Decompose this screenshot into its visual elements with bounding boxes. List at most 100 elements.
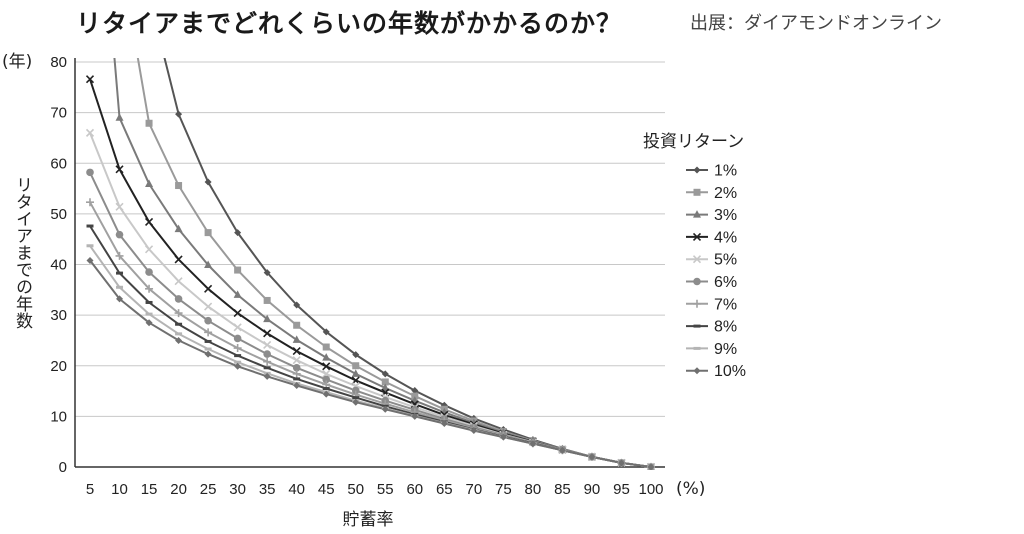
x-tick-label: 90 bbox=[584, 481, 601, 498]
data-point-10pct bbox=[588, 453, 596, 461]
series-line-8pct bbox=[89, 225, 652, 468]
data-point-5pct bbox=[115, 202, 124, 211]
x-tick-label: 45 bbox=[318, 481, 335, 498]
legend-marker-6pct bbox=[693, 277, 701, 286]
data-point-8pct bbox=[145, 300, 153, 304]
data-point-10pct bbox=[263, 372, 271, 380]
x-axis-ticks: 5 10 15 20 25 30 35 40 45 50 55 60 65 70 75 80 85 90 95 100 bbox=[86, 481, 664, 498]
x-tick-label: 60 bbox=[406, 481, 423, 498]
data-point-10pct bbox=[116, 295, 124, 303]
data-point-3pct bbox=[204, 260, 213, 269]
data-point-5pct bbox=[174, 277, 183, 286]
x-tick-label: 75 bbox=[495, 481, 512, 498]
legend-label-8pct: 8% bbox=[714, 319, 737, 336]
series-line-3pct bbox=[113, 58, 652, 468]
legend-label-4pct: 4% bbox=[714, 229, 737, 246]
data-point-8pct bbox=[293, 377, 301, 381]
data-point-8pct bbox=[263, 366, 271, 370]
x-tick-label: 80 bbox=[525, 481, 542, 498]
data-point-10pct bbox=[234, 362, 242, 370]
data-point-7pct bbox=[115, 251, 124, 260]
data-point-3pct bbox=[233, 290, 242, 298]
data-point-6pct bbox=[351, 386, 360, 395]
data-point-4pct bbox=[233, 309, 242, 318]
data-point-8pct bbox=[116, 271, 124, 275]
legend-label-1pct: 1% bbox=[714, 163, 737, 180]
x-tick-label: 25 bbox=[200, 481, 217, 498]
legend-label-2pct: 2% bbox=[714, 185, 737, 202]
legend-marker-8pct bbox=[693, 324, 701, 328]
data-point-4pct bbox=[263, 329, 272, 338]
data-point-9pct bbox=[234, 360, 242, 364]
x-tick-label: 100 bbox=[638, 481, 663, 498]
legend-marker-1pct bbox=[693, 166, 701, 174]
legend-label-3pct: 3% bbox=[714, 207, 737, 224]
data-point-6pct bbox=[263, 350, 271, 358]
data-point-6pct bbox=[322, 375, 331, 384]
data-point-4pct bbox=[292, 347, 301, 356]
series-line-4pct bbox=[89, 78, 652, 468]
data-point-5pct bbox=[322, 369, 331, 378]
data-point-8pct bbox=[352, 396, 360, 400]
series-line-9pct bbox=[89, 245, 652, 468]
data-point-7pct bbox=[292, 369, 301, 378]
data-point-1pct bbox=[234, 229, 242, 237]
data-point-1pct bbox=[411, 387, 419, 395]
y-axis-label: リタイアまでの年数 bbox=[12, 176, 33, 329]
data-point-1pct bbox=[352, 351, 360, 359]
data-point-2pct bbox=[145, 119, 153, 127]
source-credit: 出展：ダイアモンドオンライン bbox=[690, 13, 942, 34]
data-point-2pct bbox=[175, 182, 183, 190]
data-point-10pct bbox=[293, 381, 301, 389]
data-point-6pct bbox=[86, 168, 94, 177]
data-point-2pct bbox=[204, 229, 212, 237]
x-axis-label: 貯蓄率 bbox=[343, 510, 394, 530]
legend-marker-7pct bbox=[693, 299, 701, 308]
data-point-4pct bbox=[204, 284, 213, 293]
data-point-9pct bbox=[204, 347, 212, 351]
data-point-5pct bbox=[85, 128, 95, 137]
data-point-7pct bbox=[204, 328, 213, 337]
x-tick-label: 40 bbox=[288, 481, 305, 498]
data-point-2pct bbox=[263, 296, 271, 304]
data-point-7pct bbox=[263, 357, 272, 366]
series-line-1pct bbox=[163, 58, 652, 468]
legend: 投資リターン 1% 2% 3% 4% 5% 6% 7% 8% 9% 10% bbox=[643, 132, 746, 380]
x-tick-label: 65 bbox=[436, 481, 453, 498]
legend-title: 投資リターン bbox=[643, 132, 744, 152]
data-point-8pct bbox=[86, 224, 94, 228]
data-point-2pct bbox=[234, 266, 242, 274]
legend-label-10pct: 10% bbox=[714, 363, 746, 380]
y-tick-label: 70 bbox=[50, 105, 67, 122]
data-point-5pct bbox=[292, 356, 301, 365]
data-point-1pct bbox=[381, 370, 389, 378]
data-point-10pct bbox=[145, 319, 153, 327]
data-point-9pct bbox=[86, 244, 94, 248]
x-tick-label: 95 bbox=[613, 481, 630, 498]
data-point-8pct bbox=[175, 322, 183, 326]
data-point-9pct bbox=[145, 312, 153, 316]
data-point-8pct bbox=[204, 339, 212, 343]
data-point-2pct bbox=[293, 321, 301, 329]
data-point-6pct bbox=[174, 295, 183, 303]
data-point-5pct bbox=[233, 323, 242, 332]
legend-marker-5pct bbox=[692, 255, 702, 264]
data-point-10pct bbox=[204, 350, 212, 358]
x-tick-label: 30 bbox=[229, 481, 246, 498]
x-tick-label: 85 bbox=[554, 481, 571, 498]
data-point-2pct bbox=[322, 343, 330, 351]
data-point-6pct bbox=[292, 363, 301, 372]
data-point-6pct bbox=[115, 230, 124, 239]
x-tick-label: 10 bbox=[111, 481, 128, 498]
x-tick-label: 5 bbox=[86, 481, 94, 498]
data-point-2pct bbox=[411, 392, 419, 400]
data-point-6pct bbox=[204, 316, 212, 325]
y-tick-label: 50 bbox=[50, 206, 67, 223]
data-point-2pct bbox=[381, 378, 389, 386]
x-unit-label: (%) bbox=[676, 479, 705, 499]
data-point-5pct bbox=[144, 245, 154, 254]
x-tick-label: 20 bbox=[170, 481, 187, 498]
y-tick-label: 10 bbox=[50, 408, 67, 425]
data-point-8pct bbox=[234, 354, 242, 358]
data-point-10pct bbox=[470, 427, 478, 435]
